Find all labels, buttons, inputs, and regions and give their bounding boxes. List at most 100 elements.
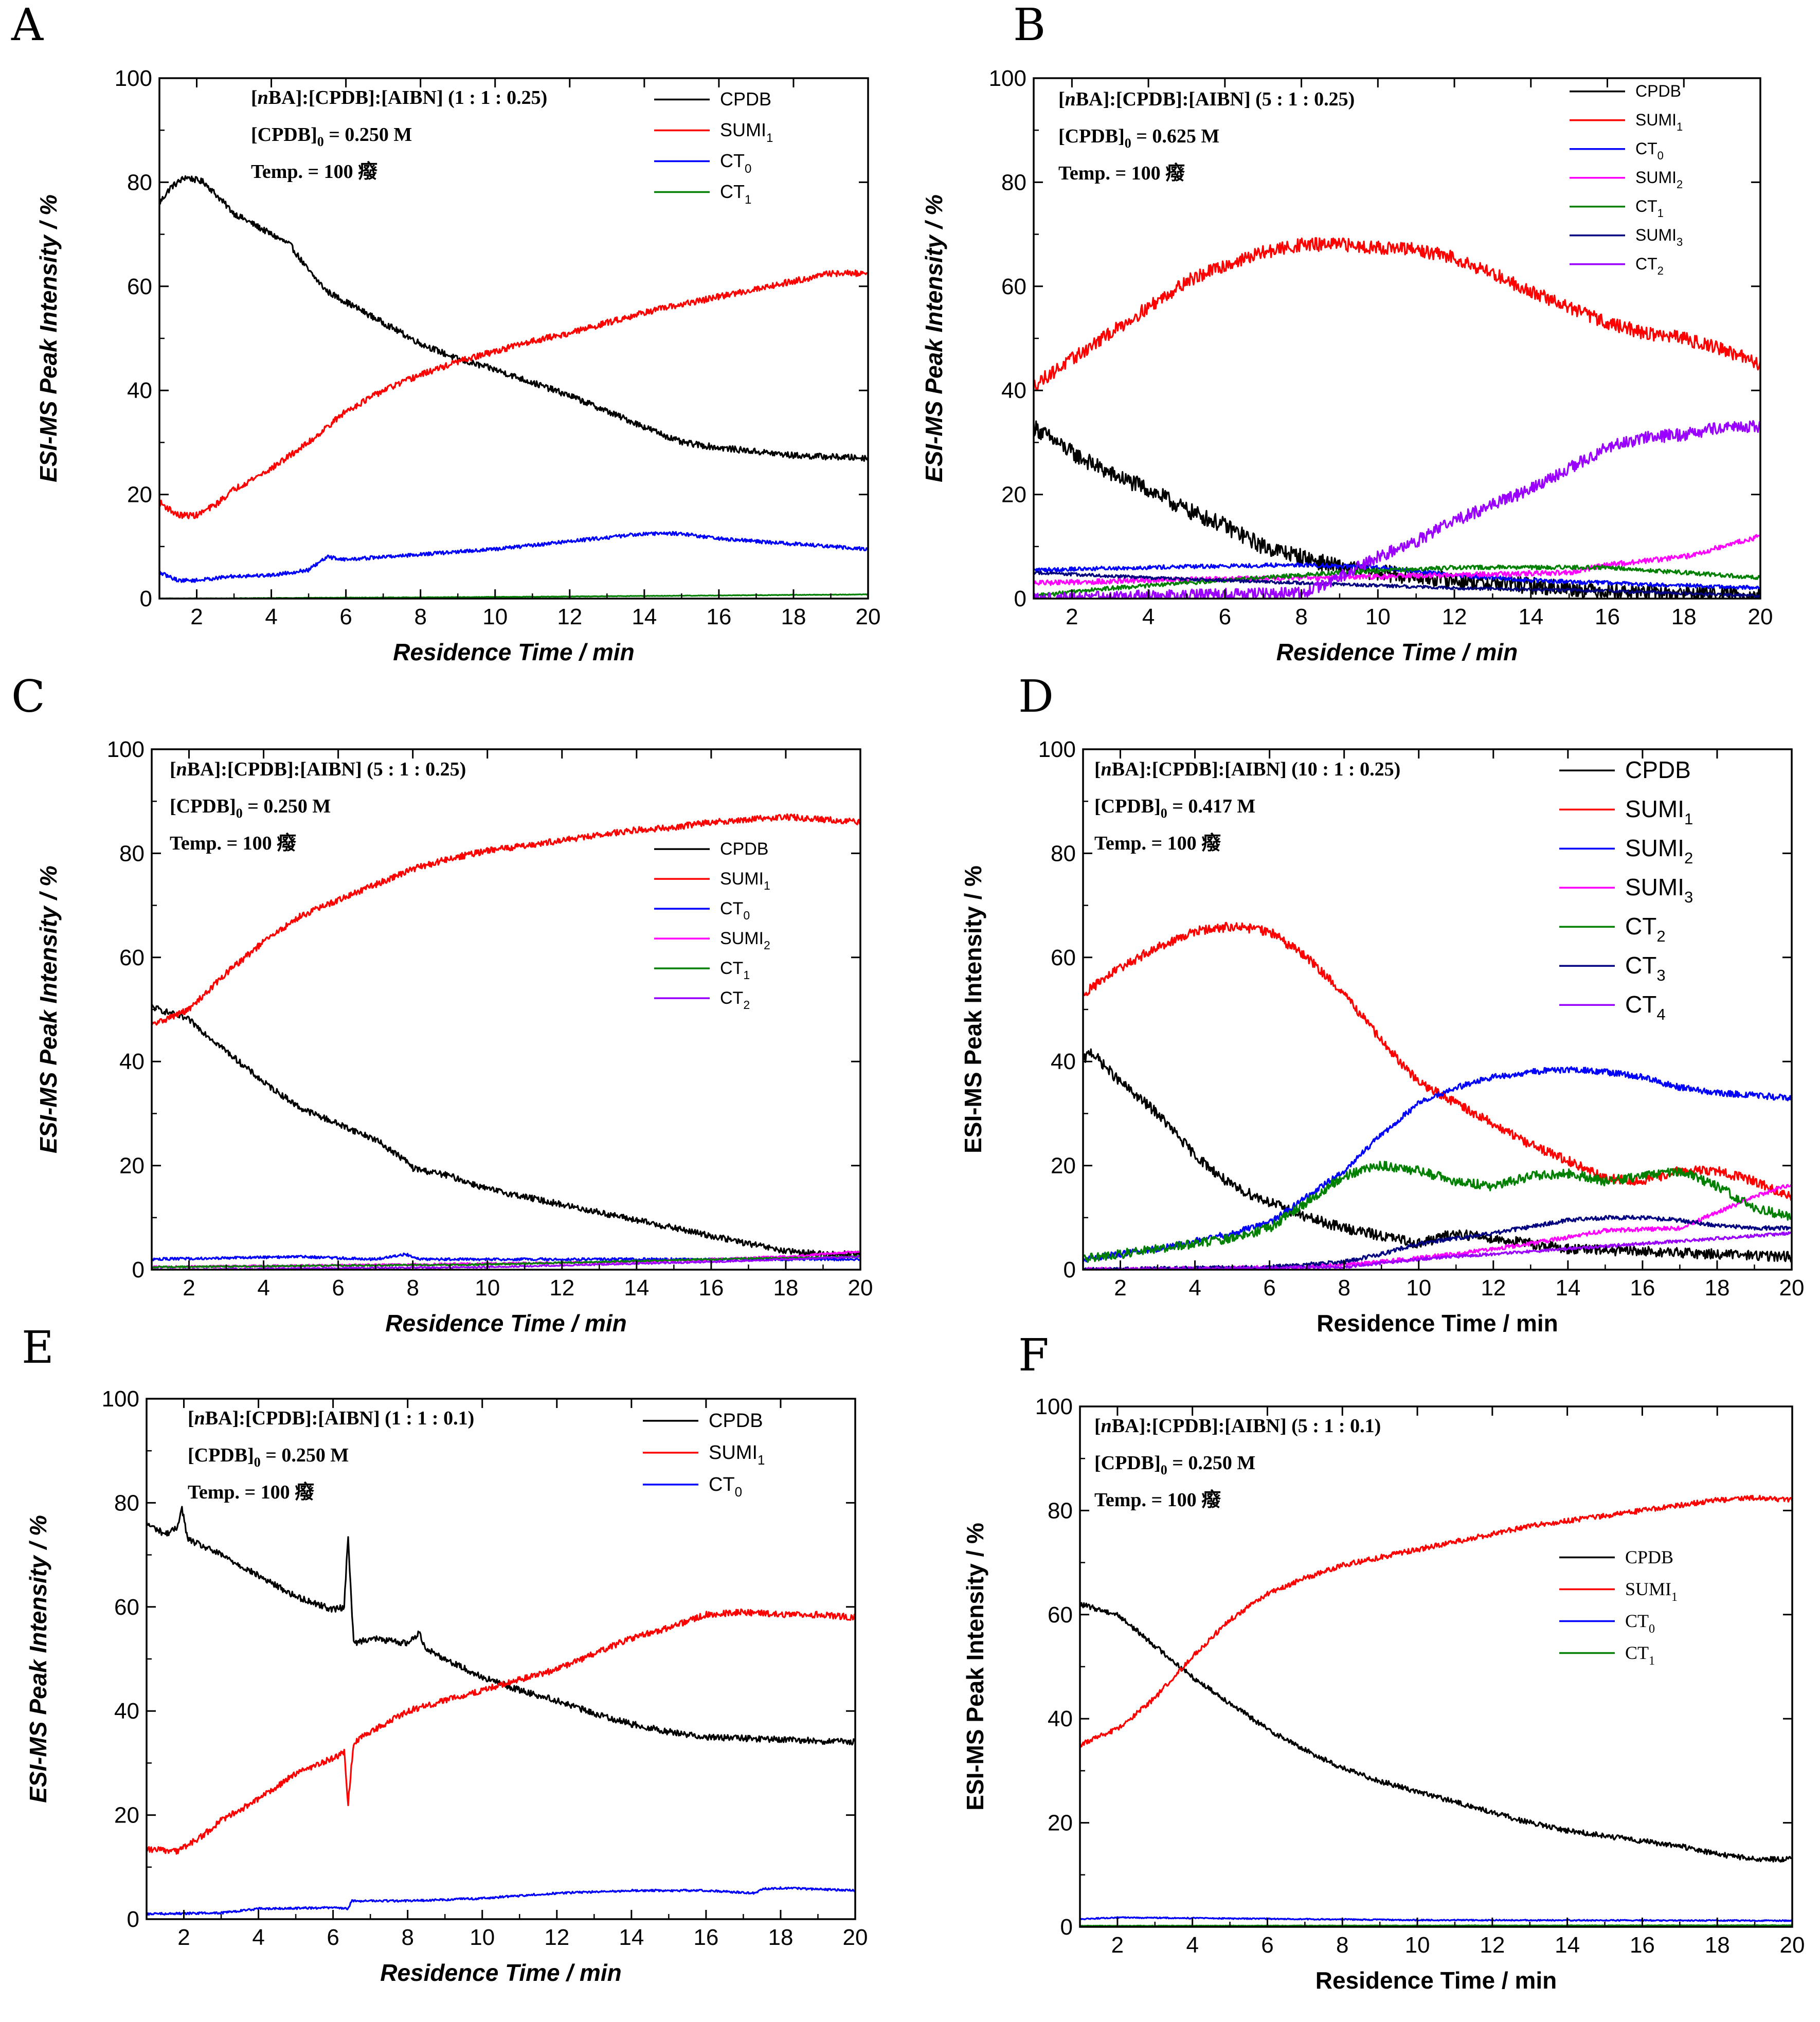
legend-label-b-sumi1: SUMI1 <box>1635 111 1683 133</box>
x-tick-label-a-2: 2 <box>190 604 203 629</box>
series-sumi1-line-f <box>1080 1494 1792 1748</box>
legend-label-d-sumi2: SUMI2 <box>1625 835 1693 867</box>
y-tick-label-b-100: 100 <box>989 66 1026 91</box>
x-tick-label-a-6: 6 <box>339 604 352 629</box>
y-tick-label-a-0: 0 <box>140 586 152 611</box>
x-tick-label-d-18: 18 <box>1704 1275 1729 1301</box>
legend-c: CPDB SUMI1 CT0 SUMI2 CT1 CT2 <box>654 839 770 1012</box>
x-tick-label-e-4: 4 <box>252 1925 264 1950</box>
series-cpdb-line-d <box>1083 1048 1792 1263</box>
series-cpdb-line-c <box>152 1004 860 1258</box>
y-tick-label-b-40: 40 <box>1001 378 1026 403</box>
x-tick-label-c-6: 6 <box>332 1275 344 1301</box>
y-tick-label-c-0: 0 <box>132 1257 145 1283</box>
series-sumi1-line-c <box>152 813 860 1026</box>
series-ct2-line-b <box>1034 420 1760 599</box>
y-tick-label-e-80: 80 <box>114 1490 139 1515</box>
legend-a: CPDB SUMI1 CT0 CT1 <box>654 88 773 207</box>
y-tick-label-d-100: 100 <box>1038 737 1076 762</box>
x-tick-label-c-12: 12 <box>549 1275 574 1301</box>
y-tick-label-a-100: 100 <box>115 66 152 91</box>
y-tick-label-c-20: 20 <box>119 1153 145 1179</box>
y-tick-label-e-100: 100 <box>102 1386 139 1412</box>
x-tick-label-d-8: 8 <box>1338 1275 1350 1301</box>
legend-label-b-cpdb: CPDB <box>1635 82 1681 100</box>
x-tick-label-e-14: 14 <box>619 1925 644 1950</box>
x-tick-label-f-6: 6 <box>1261 1933 1273 1958</box>
x-tick-label-c-2: 2 <box>183 1275 195 1301</box>
x-tick-label-c-4: 4 <box>257 1275 269 1301</box>
y-tick-label-d-80: 80 <box>1051 841 1076 866</box>
legend-label-c-cpdb: CPDB <box>720 839 768 859</box>
legend-label-c-ct1: CT1 <box>720 959 750 982</box>
legend-b: CPDB SUMI1 CT0 SUMI2 CT1 SUMI3 CT2 <box>1570 82 1683 277</box>
x-tick-label-f-4: 4 <box>1186 1933 1198 1958</box>
series-sumi1-line-e <box>147 1608 855 1855</box>
series-ct0-line-e <box>147 1886 855 1916</box>
x-tick-label-b-14: 14 <box>1518 604 1543 629</box>
annotation-d-2: Temp. = 100 癈 <box>1094 833 1221 854</box>
y-tick-label-c-60: 60 <box>119 945 145 970</box>
legend-label-b-sumi2: SUMI2 <box>1635 168 1683 191</box>
series-ct2-line-d <box>1083 1161 1792 1263</box>
y-tick-label-e-60: 60 <box>114 1595 139 1620</box>
series-group-f <box>1080 1494 1792 1927</box>
chart-panel-e: E 2 4 6 8 10 12 14 16 18 20 0 20 40 60 80 100 Residence T… <box>22 1322 868 1986</box>
annotation-c-1: [CPDB]0 = 0.250 M <box>170 796 331 821</box>
x-tick-label-f-12: 12 <box>1480 1933 1505 1958</box>
x-tick-label-c-10: 10 <box>475 1275 500 1301</box>
legend-label-e-sumi1: SUMI1 <box>709 1442 765 1468</box>
legend-label-b-sumi3: SUMI3 <box>1635 226 1683 248</box>
y-axis-title-a: ESI-MS Peak Intensity / % <box>35 194 62 482</box>
series-sumi3-line-b <box>1034 570 1760 598</box>
x-tick-label-b-10: 10 <box>1365 604 1391 629</box>
x-tick-label-a-8: 8 <box>414 604 426 629</box>
x-tick-label-a-4: 4 <box>265 604 277 629</box>
x-tick-label-c-20: 20 <box>848 1275 873 1301</box>
annotation-d-0: [nBA]:[CPDB]:[AIBN] (10 : 1 : 0.25) <box>1094 759 1400 780</box>
x-tick-label-a-14: 14 <box>632 604 657 629</box>
x-tick-label-c-14: 14 <box>624 1275 649 1301</box>
y-axis-title-d: ESI-MS Peak Intensity / % <box>960 865 986 1153</box>
x-tick-label-e-18: 18 <box>768 1925 793 1950</box>
y-tick-label-b-0: 0 <box>1014 586 1026 611</box>
x-tick-label-d-10: 10 <box>1406 1275 1431 1301</box>
x-axis-title-f: Residence Time / min <box>1316 1967 1557 1994</box>
x-tick-label-e-10: 10 <box>470 1925 495 1950</box>
y-tick-label-c-80: 80 <box>119 841 145 866</box>
x-tick-label-f-2: 2 <box>1111 1933 1124 1958</box>
annotation-f-2: Temp. = 100 癈 <box>1094 1489 1221 1511</box>
series-ct0-line-b <box>1034 562 1760 590</box>
annotation-a-2: Temp. = 100 癈 <box>251 161 377 183</box>
x-axis-title-b: Residence Time / min <box>1276 639 1518 665</box>
y-tick-label-b-60: 60 <box>1001 274 1026 299</box>
series-cpdb-line-f <box>1080 1602 1792 1863</box>
x-tick-label-f-14: 14 <box>1555 1933 1580 1958</box>
x-tick-label-f-10: 10 <box>1405 1933 1430 1958</box>
legend-label-c-ct0: CT0 <box>720 899 750 922</box>
x-tick-label-d-20: 20 <box>1779 1275 1805 1301</box>
x-tick-label-a-16: 16 <box>706 604 731 629</box>
x-tick-label-b-20: 20 <box>1748 604 1773 629</box>
y-tick-label-d-20: 20 <box>1051 1153 1076 1179</box>
annotation-c-0: [nBA]:[CPDB]:[AIBN] (5 : 1 : 0.25) <box>170 759 466 780</box>
x-tick-label-d-6: 6 <box>1263 1275 1275 1301</box>
x-tick-label-d-14: 14 <box>1555 1275 1580 1301</box>
x-axis-title-c: Residence Time / min <box>385 1310 627 1337</box>
legend-label-f-ct0: CT0 <box>1625 1611 1655 1636</box>
panel-letter-d: D <box>1018 671 1054 723</box>
legend-label-d-sumi3: SUMI3 <box>1625 874 1693 906</box>
panel-letter-c: C <box>11 671 45 723</box>
y-axis-title-f: ESI-MS Peak Intensity / % <box>962 1523 988 1811</box>
y-tick-label-f-20: 20 <box>1048 1811 1073 1836</box>
y-tick-label-c-100: 100 <box>107 737 145 762</box>
x-tick-label-e-16: 16 <box>693 1925 718 1950</box>
legend-label-e-ct0: CT0 <box>709 1474 742 1500</box>
series-sumi1-line-d <box>1083 922 1792 1201</box>
y-tick-label-f-80: 80 <box>1048 1498 1073 1523</box>
annotation-f-0: [nBA]:[CPDB]:[AIBN] (5 : 1 : 0.1) <box>1094 1415 1381 1437</box>
series-group-e <box>147 1506 855 1916</box>
series-cpdb-line-a <box>159 175 868 462</box>
x-tick-label-e-6: 6 <box>327 1925 339 1950</box>
panel-letter-e: E <box>22 1322 54 1374</box>
